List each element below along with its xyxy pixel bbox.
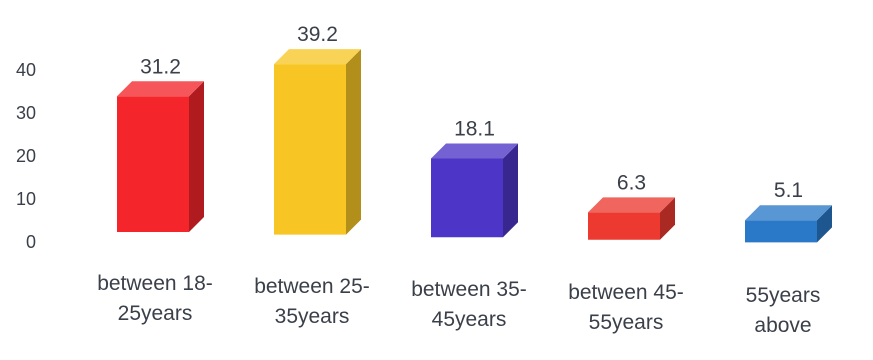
bar-side <box>346 49 361 235</box>
value-labels: 31.2 39.2 18.1 6.3 5.1 <box>140 23 803 202</box>
category-label-line: between 18- <box>97 272 213 295</box>
category-label-line: 25years <box>118 302 193 325</box>
bar-front <box>588 212 660 240</box>
category-label-line: between 45- <box>568 281 684 304</box>
data-label: 39.2 <box>297 23 338 46</box>
y-tick-label: 0 <box>26 232 36 252</box>
category-label: between 45- 55years <box>568 281 684 334</box>
bar-front <box>117 96 189 232</box>
category-label-line: 55years <box>746 284 821 307</box>
bar <box>431 143 518 238</box>
bar-front <box>745 220 817 243</box>
category-label-line: 45years <box>432 308 507 331</box>
y-tick-label: 30 <box>16 103 36 123</box>
bar-front <box>274 64 346 235</box>
bar <box>117 81 204 232</box>
category-label: between 18- 25years <box>97 272 213 325</box>
category-label-line: between 35- <box>411 278 527 301</box>
bar-side <box>660 197 675 240</box>
y-tick-label: 20 <box>16 146 36 166</box>
bar-top <box>745 205 832 221</box>
category-label-line: between 25- <box>254 275 370 298</box>
bar <box>745 205 832 243</box>
data-label: 6.3 <box>617 171 646 194</box>
data-label: 5.1 <box>774 179 803 202</box>
bar-side <box>189 81 204 232</box>
category-label-line: 35years <box>275 305 350 328</box>
bar-top <box>117 81 204 97</box>
bar-side <box>817 205 832 243</box>
bar-front <box>431 158 503 238</box>
data-label: 18.1 <box>454 117 495 140</box>
bar-side <box>503 143 518 238</box>
data-label: 31.2 <box>140 55 181 78</box>
category-label: 55years above <box>746 284 821 337</box>
bar <box>588 197 675 240</box>
category-label: between 35- 45years <box>411 278 527 331</box>
y-tick-label: 40 <box>16 60 36 80</box>
y-tick-label: 10 <box>16 189 36 209</box>
category-label-line: above <box>754 314 811 337</box>
bar-top <box>274 49 361 65</box>
bar <box>274 49 361 235</box>
y-axis: 0 10 20 30 40 <box>16 60 36 252</box>
bars <box>117 49 832 243</box>
category-label-line: 55years <box>589 311 664 334</box>
bar-top <box>588 197 675 213</box>
category-label: between 25- 35years <box>254 275 370 328</box>
bar-top <box>431 143 518 159</box>
